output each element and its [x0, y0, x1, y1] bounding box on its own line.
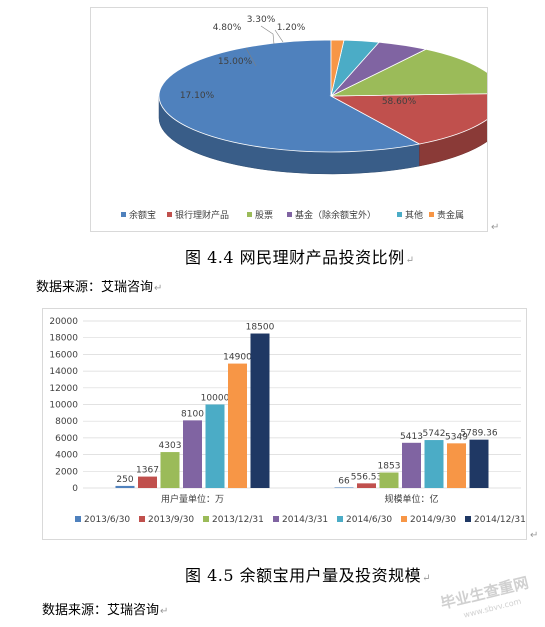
legend-label: 基金（除余额宝外）	[295, 209, 376, 221]
legend-swatch	[247, 212, 252, 217]
y-tick-label: 16000	[49, 350, 78, 360]
y-tick-label: 6000	[55, 434, 78, 444]
bar	[183, 420, 202, 488]
legend-swatch	[465, 516, 471, 522]
bar-data-label: 18500	[246, 323, 275, 333]
bar-data-label: 5349	[445, 432, 468, 442]
legend-label: 2014/6/30	[346, 515, 392, 525]
legend-swatch	[203, 516, 209, 522]
y-tick-label: 18000	[49, 334, 78, 344]
pie-data-label: 15.00%	[218, 57, 253, 67]
bar	[138, 476, 157, 488]
bar-data-label: 4303	[159, 441, 182, 451]
bar	[469, 439, 489, 488]
legend-swatch	[397, 212, 402, 217]
legend-swatch	[75, 516, 81, 522]
legend-swatch	[273, 516, 279, 522]
bar	[357, 483, 376, 488]
watermark-logo: 毕业生查重网 www.sbvv.com	[439, 574, 531, 620]
legend-swatch	[139, 516, 145, 522]
bar-data-label: 5742	[423, 429, 446, 439]
pie-data-label: 17.10%	[180, 91, 215, 101]
pie-data-label: 1.20%	[277, 23, 306, 33]
bar	[402, 442, 421, 488]
pie-data-label: 3.30%	[247, 15, 276, 25]
bar-data-label: 250	[116, 475, 133, 485]
y-tick-label: 20000	[49, 317, 78, 327]
source-note-2: 数据来源：艾瑞咨询↵	[42, 603, 169, 618]
bar-data-label: 10000	[201, 394, 230, 404]
legend-label: 2013/6/30	[84, 515, 130, 525]
bar	[250, 333, 270, 488]
legend-label: 余额宝	[129, 209, 156, 221]
legend-swatch	[121, 212, 126, 217]
y-tick-label: 4000	[55, 451, 78, 461]
pie-slice	[158, 39, 421, 153]
bar	[205, 404, 225, 488]
y-tick-label: 8000	[55, 417, 78, 427]
bar-chart: 0 2000 4000 6000 8000 10000 12000 14000 16000 180…	[49, 317, 526, 525]
bar-data-label: 1367	[136, 466, 159, 476]
legend-swatch	[287, 212, 292, 217]
source-note-1: 数据来源：艾瑞咨询↵	[36, 280, 163, 295]
bar-data-label: 8100	[181, 409, 204, 419]
pie-chart: 58.60% 17.10% 15.00% 4.80% 3.30%1.20% 余额宝 银行理财…	[121, 15, 504, 221]
pie-data-label: 58.60%	[382, 97, 417, 107]
bar	[115, 485, 135, 488]
legend-label: 2013/9/30	[148, 515, 194, 525]
bar	[160, 452, 180, 488]
legend-label: 2014/9/30	[410, 515, 456, 525]
legend-swatch	[167, 212, 172, 217]
y-tick-label: 0	[72, 484, 78, 494]
y-tick-label: 12000	[49, 384, 78, 394]
y-tick-label: 14000	[49, 367, 78, 377]
bar	[447, 443, 466, 488]
figure-4-4-caption: 图 4.4 网民理财产品投资比例↵	[185, 248, 415, 267]
figure-4-5-caption: 图 4.5 余额宝用户量及投资规模↵	[185, 566, 432, 585]
legend-label: 银行理财产品	[175, 209, 229, 221]
pie-chart-frame: 58.60% 17.10% 15.00% 4.80% 3.30% 1.20% 余额宝 银行理财…	[90, 7, 504, 232]
legend-label: 2014/3/31	[282, 515, 328, 525]
legend-label: 2014/12/31	[474, 515, 526, 525]
y-tick-label: 10000	[49, 401, 78, 411]
pie-data-label: 4.80%	[213, 23, 242, 33]
legend-label: 2013/12/31	[212, 515, 264, 525]
bar-data-label: 5413	[400, 432, 423, 442]
bar	[424, 440, 444, 488]
bar-data-label: 14900	[223, 353, 252, 363]
legend-label: 贵金属	[437, 209, 464, 221]
legend-swatch	[401, 516, 407, 522]
bar-data-label: 1853	[378, 462, 401, 472]
bar-chart-frame: 0 2000 4000 6000 8000 10000 12000 14000 16000 180…	[42, 308, 527, 540]
x-category-label: 用户量单位：万	[161, 493, 224, 505]
x-category-label: 规模单位：亿	[384, 493, 438, 505]
pie-slice	[330, 39, 345, 97]
legend-swatch	[429, 212, 434, 217]
y-tick-label: 2000	[55, 467, 78, 477]
bar	[334, 487, 354, 488]
bar-data-label: 66	[338, 476, 350, 486]
bar	[379, 472, 399, 488]
legend-label: 股票	[255, 210, 273, 221]
legend-label: 其他	[405, 209, 423, 221]
legend-swatch	[337, 516, 343, 522]
bar-data-label: 5789.36	[460, 429, 497, 439]
bar	[228, 363, 247, 488]
bar-data-label: 556.53	[351, 472, 383, 482]
